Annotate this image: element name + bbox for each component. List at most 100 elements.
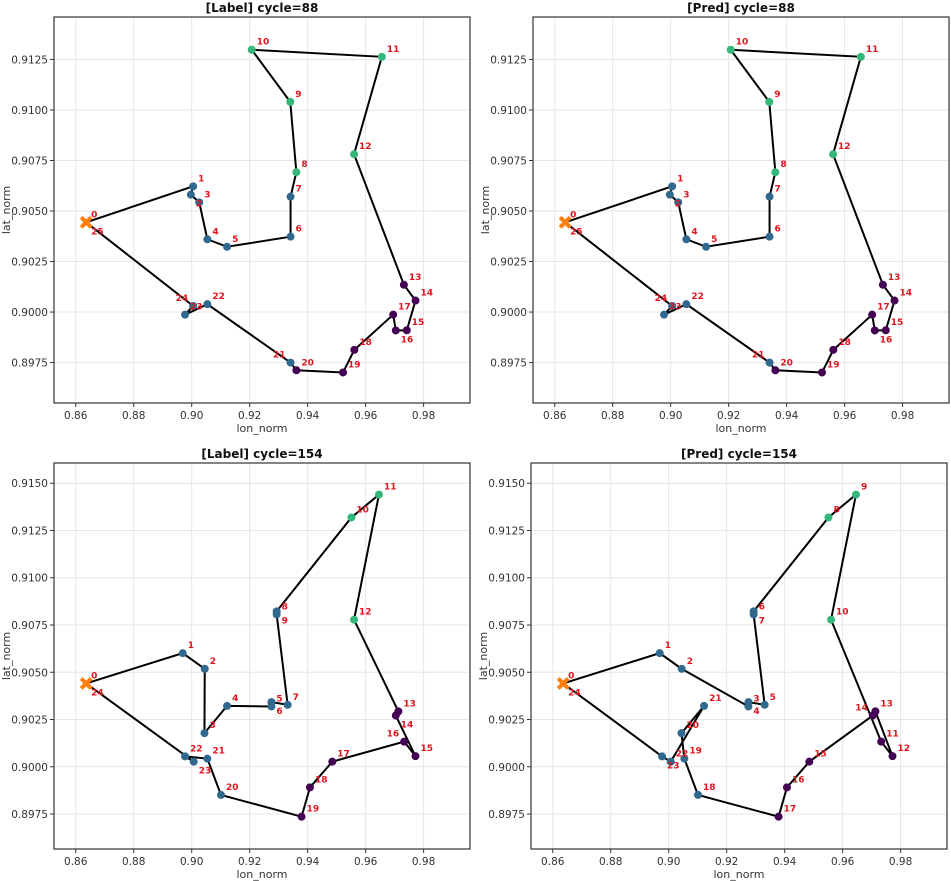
point-label: 7	[293, 693, 299, 703]
customer-point	[680, 754, 689, 763]
point-label: 16	[401, 335, 414, 345]
x-tick-label: 0.96	[354, 856, 378, 868]
customer-point	[411, 752, 420, 761]
customer-point	[765, 192, 774, 201]
point-label: 15	[420, 744, 433, 754]
customer-point	[186, 190, 195, 199]
point-label: 23	[190, 303, 203, 313]
customer-point	[292, 366, 301, 375]
customer-point	[760, 700, 769, 709]
point-label: 3	[753, 694, 759, 704]
y-tick-label: 0.9025	[11, 715, 48, 727]
customer-point	[829, 150, 838, 159]
depot-label: 0	[91, 210, 97, 220]
point-label: 21	[709, 694, 722, 704]
point-label: 14	[420, 289, 433, 299]
customer-point	[890, 296, 899, 305]
chart-title: [Pred] cycle=88	[687, 1, 795, 15]
x-axis-label: lon_norm	[236, 422, 287, 435]
customer-point	[878, 280, 887, 289]
subplot-1: 0.86 0.88 0.90 0.92 0.94 0.96 0.98 0.8975 0.9000…	[479, 1, 950, 435]
customer-point	[283, 700, 292, 709]
chart-title: [Pred] cycle=154	[681, 447, 797, 461]
point-label: 20	[686, 721, 699, 731]
point-label: 6	[296, 225, 302, 235]
depot-marker	[558, 215, 572, 229]
point-label: 3	[209, 721, 215, 731]
point-label: 19	[307, 805, 320, 815]
customer-point	[350, 150, 359, 159]
point-label: 12	[838, 142, 851, 152]
point-label: 21	[752, 351, 765, 361]
customer-point	[200, 729, 209, 738]
point-label: 24	[176, 294, 189, 304]
customer-point	[851, 490, 860, 499]
point-label: 21	[212, 747, 225, 757]
x-tick-label: 0.88	[599, 856, 622, 868]
depot-label: 25	[570, 227, 583, 237]
point-label: 11	[886, 730, 899, 740]
customer-point	[339, 368, 348, 377]
customer-point	[272, 607, 281, 616]
x-tick-label: 0.90	[180, 856, 203, 868]
customer-point	[682, 300, 691, 309]
point-label: 10	[257, 38, 270, 48]
point-label: 13	[403, 699, 416, 709]
x-tick-label: 0.94	[775, 410, 799, 422]
y-tick-label: 0.9125	[490, 54, 527, 66]
point-label: 17	[337, 750, 350, 760]
customer-point	[765, 358, 774, 367]
point-label: 11	[866, 45, 879, 55]
point-label: 23	[669, 303, 682, 313]
y-tick-label: 0.9050	[11, 667, 48, 679]
subplot-3: 0.86 0.88 0.90 0.92 0.94 0.96 0.98 0.8975 0.9000…	[477, 447, 948, 881]
y-axis-label: lat_norm	[477, 632, 490, 680]
y-tick-label: 0.9000	[11, 762, 48, 774]
point-label: 13	[880, 699, 893, 709]
point-label: 8	[282, 602, 288, 612]
customer-point	[682, 235, 691, 244]
point-label: 11	[384, 483, 397, 493]
customer-point	[749, 607, 758, 616]
customer-point	[391, 326, 400, 335]
x-tick-label: 0.86	[541, 856, 565, 868]
x-tick-label: 0.94	[296, 856, 320, 868]
x-tick-label: 0.96	[833, 410, 857, 422]
x-tick-label: 0.86	[543, 410, 567, 422]
x-tick-label: 0.86	[64, 856, 88, 868]
customer-point	[827, 615, 836, 624]
point-label: 17	[398, 303, 411, 313]
x-tick-label: 0.98	[889, 856, 912, 868]
point-label: 20	[301, 358, 314, 368]
customer-point	[400, 737, 409, 746]
point-label: 22	[691, 292, 704, 302]
point-label: 6	[276, 707, 282, 717]
x-axis-label: lon_norm	[236, 868, 287, 881]
customer-point	[305, 783, 314, 792]
depot-marker	[79, 215, 93, 229]
x-tick-label: 0.90	[657, 856, 680, 868]
x-tick-label: 0.98	[891, 410, 914, 422]
customer-point	[181, 310, 190, 319]
customer-point	[655, 649, 664, 658]
customer-point	[666, 757, 675, 766]
point-label: 18	[838, 338, 851, 348]
point-label: 1	[665, 641, 671, 651]
point-label: 19	[348, 360, 361, 370]
customer-point	[286, 97, 295, 106]
y-tick-label: 0.9100	[11, 573, 48, 585]
point-label: 22	[190, 744, 203, 754]
y-tick-label: 0.9100	[490, 105, 527, 117]
customer-point	[668, 301, 677, 310]
customer-point	[868, 310, 877, 319]
customer-point	[267, 698, 276, 707]
y-tick-label: 0.9050	[488, 667, 525, 679]
point-label: 18	[359, 338, 372, 348]
x-axis-label: lon_norm	[715, 422, 766, 435]
y-tick-label: 0.8975	[488, 809, 525, 821]
depot-label: 0	[568, 671, 574, 681]
y-tick-label: 0.9125	[488, 525, 525, 537]
point-label: 2	[196, 200, 202, 210]
depot-marker	[556, 676, 570, 690]
